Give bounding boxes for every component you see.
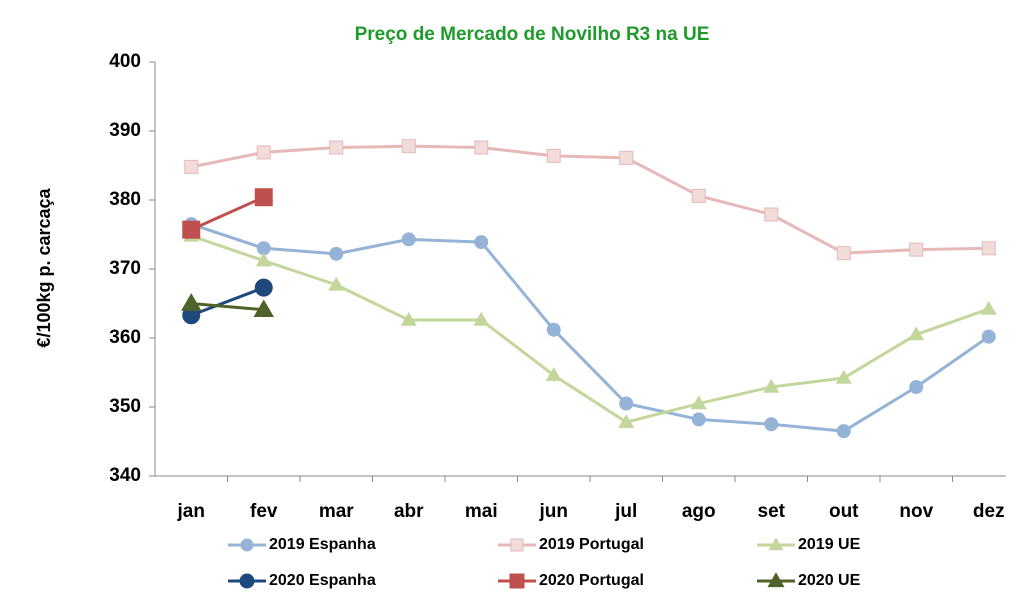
x-tick-label: mai: [465, 501, 498, 522]
data-point: [474, 140, 489, 155]
data-point: [181, 293, 202, 311]
data-point: [835, 369, 852, 384]
legend-label: 2020 UE: [798, 572, 861, 589]
data-point: [690, 395, 707, 410]
x-tick-label: jul: [614, 501, 637, 522]
legend-marker: [768, 537, 784, 551]
series-line: [190, 286, 265, 317]
data-point: [400, 311, 417, 326]
x-tick-label: nov: [899, 501, 933, 522]
series-line: [190, 222, 990, 433]
data-point: [253, 299, 274, 318]
legend-label: 2020 Espanha: [269, 572, 376, 589]
data-point: [981, 329, 996, 344]
x-tick-label: ago: [682, 501, 716, 522]
data-point: [546, 322, 561, 337]
y-axis-label: €/100kg p. carcaça: [34, 187, 54, 347]
data-point: [184, 159, 199, 174]
y-tick-label: 380: [109, 189, 141, 210]
series-line: [190, 195, 265, 232]
legend-label: 2019 UE: [798, 536, 861, 553]
data-point: [909, 242, 924, 257]
x-tick-label: out: [829, 501, 859, 522]
x-tick-label: set: [758, 501, 786, 522]
x-tick-label: dez: [973, 501, 1005, 522]
data-point: [980, 300, 997, 315]
data-point: [908, 326, 925, 341]
data-point: [473, 311, 490, 326]
data-point: [401, 232, 416, 247]
y-tick-label: 360: [109, 327, 141, 348]
x-tick-label: abr: [394, 501, 424, 522]
chart-title: Preço de Mercado de Novilho R3 na UE: [355, 24, 710, 45]
legend-label: 2019 Portugal: [539, 536, 644, 553]
data-point: [691, 412, 706, 427]
data-point: [619, 396, 634, 411]
data-point: [764, 417, 779, 432]
y-tick-label: 400: [109, 51, 141, 72]
data-point: [474, 235, 489, 250]
data-point: [401, 139, 416, 154]
legend-marker: [510, 538, 524, 552]
data-point: [546, 148, 561, 163]
x-tick-label: jan: [177, 501, 205, 522]
data-point: [255, 252, 272, 267]
legend-marker: [767, 572, 785, 588]
data-point: [763, 378, 780, 393]
x-tick-label: jun: [539, 501, 569, 522]
data-point: [981, 241, 996, 256]
data-point: [691, 188, 706, 203]
legend-marker: [509, 573, 525, 589]
data-point: [836, 246, 851, 261]
legend-marker: [240, 538, 254, 552]
y-tick-label: 370: [109, 258, 141, 279]
y-tick-label: 340: [109, 465, 141, 486]
data-point: [545, 367, 562, 381]
data-point: [256, 145, 271, 160]
series-line: [190, 234, 990, 424]
y-tick-label: 390: [109, 120, 141, 141]
data-point: [329, 246, 344, 261]
data-point: [254, 188, 273, 207]
y-tick-label: 350: [109, 396, 141, 417]
data-point: [182, 220, 201, 239]
data-point: [328, 276, 345, 291]
data-point: [764, 207, 779, 222]
x-tick-label: fev: [250, 501, 278, 522]
data-point: [329, 140, 344, 155]
legend-label: 2020 Portugal: [539, 572, 644, 589]
data-point: [618, 414, 635, 428]
x-tick-label: mar: [319, 501, 354, 522]
legend-marker: [239, 573, 255, 589]
series-line: [191, 302, 264, 312]
data-point: [909, 379, 924, 394]
data-point: [619, 150, 634, 165]
series-line: [190, 144, 989, 255]
data-point: [254, 278, 273, 297]
data-point: [836, 424, 851, 439]
legend-label: 2019 Espanha: [269, 536, 376, 553]
